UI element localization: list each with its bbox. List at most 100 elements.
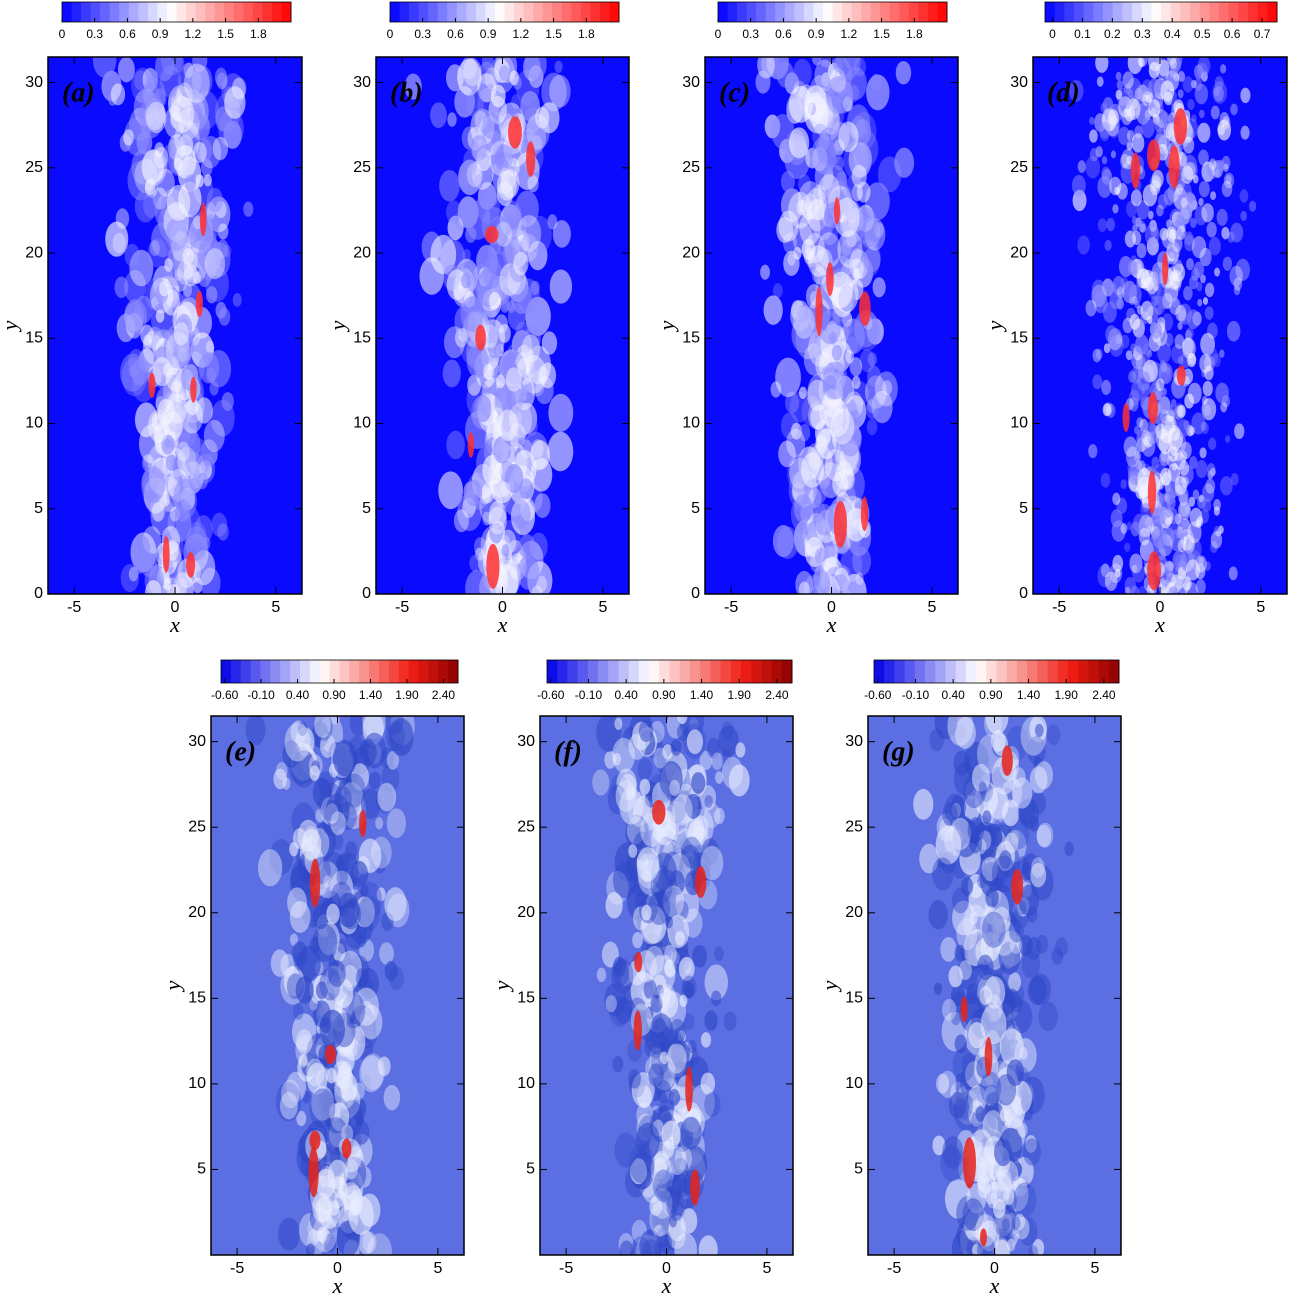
plume-wisp: [535, 106, 550, 129]
plume-wisp: [671, 1040, 690, 1069]
plume-wisp: [1220, 64, 1227, 74]
plume-wisp: [1094, 113, 1107, 132]
plume-wisp: [282, 740, 301, 768]
plume-wisp: [935, 825, 962, 865]
plume-wisp: [866, 74, 890, 111]
plume-wisp: [1206, 463, 1216, 477]
plume-wisp: [867, 352, 877, 367]
colorbar-swatch: [1219, 2, 1230, 22]
colorbar-tick-label: 1.8: [250, 27, 267, 41]
plume-wisp: [672, 794, 693, 826]
plume-wisp: [134, 402, 158, 438]
plume-wisp: [968, 1021, 986, 1049]
colorbar-swatch: [720, 660, 732, 683]
plume-wisp: [359, 1055, 384, 1093]
plume-wisp: [700, 1072, 716, 1095]
colorbar-swatch: [428, 2, 439, 22]
plume-wisp: [117, 57, 135, 83]
plume-wisp: [1178, 203, 1193, 225]
plume-wisp: [488, 95, 507, 124]
plume-wisp: [548, 393, 574, 432]
plume-wisp: [833, 567, 850, 592]
plume-wisp: [1184, 581, 1199, 594]
contour-field: [376, 57, 629, 594]
plume-wisp: [1218, 525, 1224, 535]
plume-wisp: [980, 1004, 1007, 1045]
plume-wisp: [825, 75, 851, 115]
plume-wisp: [614, 717, 623, 730]
plume-wisp: [275, 1081, 302, 1122]
x-tick-label: 5: [598, 599, 607, 616]
plume-wisp: [336, 892, 360, 928]
y-tick-label: 5: [362, 500, 371, 517]
plume-wisp: [1204, 306, 1214, 320]
plume-wisp: [1182, 76, 1194, 93]
plume-wisp: [143, 192, 160, 218]
plume-wisp: [659, 1051, 669, 1065]
plume-wisp: [853, 309, 879, 348]
plume-wisp: [143, 455, 153, 469]
colorbar-swatch: [176, 2, 187, 22]
plume-wisp: [1036, 822, 1054, 848]
plume-wisp: [866, 419, 878, 436]
colorbar-frame: [873, 659, 1120, 684]
plume-wisp: [1006, 1238, 1016, 1252]
colorbar-tick-label: 0: [1049, 27, 1056, 41]
x-axis-label: x: [497, 612, 508, 637]
plume-wisp: [643, 979, 657, 1000]
plume-wisp: [1201, 161, 1215, 182]
y-tick-label: 30: [845, 733, 863, 750]
colorbar-swatch: [899, 2, 910, 22]
plume-wisp: [683, 1013, 695, 1031]
plume-wisp: [856, 204, 875, 232]
plume-wisp: [344, 1158, 359, 1180]
plume-wisp: [1160, 451, 1168, 463]
plume-wisp: [1029, 766, 1048, 794]
colorbar-swatch: [861, 2, 872, 22]
colorbar-swatch: [718, 2, 729, 22]
plume-wisp: [141, 149, 165, 185]
hot-spot: [815, 286, 823, 337]
plume-wisp: [1208, 237, 1221, 256]
plume-wisp: [788, 85, 813, 123]
colorbar-swatch: [1238, 2, 1249, 22]
plume-wisp: [541, 331, 558, 355]
colorbar-swatch: [689, 660, 701, 683]
plume-wisp: [836, 171, 847, 188]
y-axis-label: y: [0, 320, 22, 332]
plume-wisp: [639, 778, 651, 795]
plume-wisp: [494, 153, 504, 168]
plume-wisp: [166, 184, 191, 221]
colorbar-swatch: [1006, 660, 1018, 683]
colorbar-frame: [389, 1, 620, 23]
plume-wisp: [473, 537, 487, 557]
plume-wisp: [203, 213, 220, 240]
plume-wisp: [129, 249, 154, 287]
plume-wisp: [176, 441, 190, 462]
contour-field: [705, 57, 958, 594]
plume-wisp: [535, 575, 547, 593]
plume-wisp: [864, 375, 887, 409]
plume-wisp: [664, 944, 677, 965]
colorbar-swatch: [128, 2, 139, 22]
plume-wisp: [282, 777, 291, 790]
plume-wisp: [1165, 285, 1171, 293]
plume-wisp: [318, 782, 344, 822]
plume-wisp: [680, 1116, 702, 1150]
plume-wisp: [171, 231, 192, 262]
plume-wisp: [1101, 278, 1114, 297]
plume-wisp: [138, 424, 165, 464]
plume-wisp: [1159, 467, 1172, 486]
plume-wisp: [530, 440, 550, 470]
colorbar-swatch: [240, 660, 252, 683]
plume-wisp: [1214, 76, 1224, 90]
plume-wisp: [386, 750, 400, 770]
plume-wisp: [1136, 427, 1151, 450]
colorbar-swatch: [740, 660, 752, 683]
colorbar-swatch: [608, 660, 619, 683]
plume-wisp: [526, 215, 552, 254]
plume-wisp: [1198, 557, 1205, 566]
plume-wisp: [664, 960, 675, 976]
colorbar-swatch: [319, 660, 331, 683]
plume-wisp: [1157, 341, 1172, 364]
